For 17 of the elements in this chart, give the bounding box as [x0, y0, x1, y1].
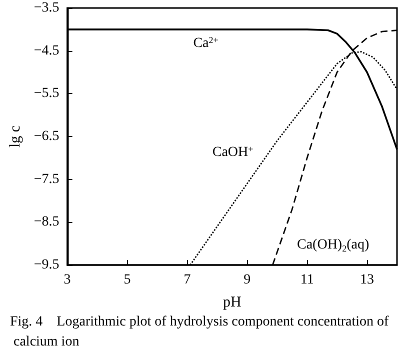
x-tick-label: 3: [64, 272, 71, 288]
x-tick-label: 7: [184, 272, 191, 288]
y-tick-label: −9.5: [34, 258, 60, 272]
caption: Fig. 4 Logarithmic plot of hydrolysis component concentration of calcium ion: [10, 314, 390, 350]
x-tick-label: 9: [244, 272, 251, 288]
series-label: CaOH+: [212, 144, 254, 160]
y-tick-label: −6.5: [34, 129, 60, 144]
y-tick-label: −5.5: [34, 86, 60, 102]
x-tick-label: 5: [124, 272, 131, 288]
x-tick-label: 13: [360, 272, 374, 288]
y-axis-title: lg c: [8, 125, 24, 148]
x-axis-title: pH: [222, 294, 242, 310]
y-tick-label: −4.5: [34, 43, 60, 58]
y-tick-label: −3.5: [34, 0, 60, 16]
y-tick-label: −8.5: [34, 214, 60, 230]
x-tick-label: 11: [300, 272, 314, 288]
y-tick-label: −7.5: [34, 172, 60, 187]
